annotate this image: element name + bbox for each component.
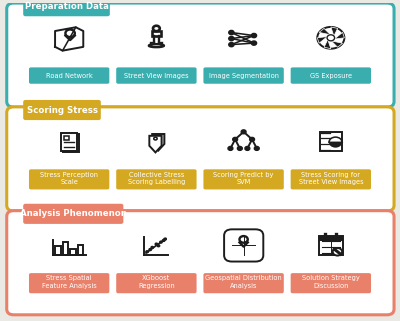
FancyBboxPatch shape — [291, 273, 371, 293]
Circle shape — [164, 238, 166, 240]
Polygon shape — [149, 136, 162, 152]
FancyBboxPatch shape — [7, 107, 394, 211]
FancyBboxPatch shape — [116, 169, 196, 189]
FancyBboxPatch shape — [318, 236, 343, 241]
Text: Image Segmentation: Image Segmentation — [209, 73, 279, 79]
Polygon shape — [331, 41, 342, 47]
FancyBboxPatch shape — [23, 204, 123, 224]
Polygon shape — [317, 37, 328, 43]
Circle shape — [151, 247, 154, 248]
FancyBboxPatch shape — [23, 100, 101, 120]
Text: Collective Stress
Scoring Labelling: Collective Stress Scoring Labelling — [128, 172, 185, 185]
Circle shape — [157, 245, 160, 247]
Circle shape — [228, 146, 233, 150]
FancyBboxPatch shape — [291, 169, 371, 189]
FancyBboxPatch shape — [204, 67, 284, 84]
Text: Stress Perception
Scale: Stress Perception Scale — [40, 172, 98, 185]
Text: Geospatial Distribution
Analysis: Geospatial Distribution Analysis — [205, 275, 282, 289]
Text: Preparation Data: Preparation Data — [24, 2, 108, 11]
Text: Solution Strategy
Discussion: Solution Strategy Discussion — [302, 275, 360, 289]
FancyBboxPatch shape — [23, 0, 110, 16]
Text: Road Network: Road Network — [46, 73, 92, 79]
Polygon shape — [152, 134, 164, 151]
Text: GS Exposure: GS Exposure — [310, 73, 352, 79]
Circle shape — [229, 42, 234, 47]
Circle shape — [149, 248, 152, 251]
Circle shape — [233, 137, 238, 141]
Wedge shape — [329, 143, 342, 148]
Polygon shape — [324, 39, 331, 49]
FancyBboxPatch shape — [63, 134, 79, 152]
Text: Scoring Stress: Scoring Stress — [26, 106, 98, 115]
FancyBboxPatch shape — [204, 273, 284, 293]
Text: Stress Scoring for
Street View Images: Stress Scoring for Street View Images — [298, 172, 363, 185]
FancyBboxPatch shape — [204, 169, 284, 189]
FancyBboxPatch shape — [29, 67, 109, 84]
Text: Stress Spatial
Feature Analysis: Stress Spatial Feature Analysis — [42, 275, 96, 289]
Text: XGboost
Regression: XGboost Regression — [138, 275, 175, 289]
Circle shape — [160, 241, 162, 243]
Circle shape — [251, 33, 256, 38]
Circle shape — [238, 146, 242, 150]
Circle shape — [327, 35, 334, 41]
FancyBboxPatch shape — [61, 133, 77, 151]
FancyBboxPatch shape — [29, 273, 109, 293]
Polygon shape — [331, 27, 338, 36]
Circle shape — [146, 251, 148, 253]
Circle shape — [333, 248, 342, 256]
Text: Street View Images: Street View Images — [124, 73, 189, 79]
Circle shape — [155, 243, 158, 245]
FancyBboxPatch shape — [7, 211, 394, 315]
FancyBboxPatch shape — [116, 273, 196, 293]
Circle shape — [245, 146, 250, 150]
FancyBboxPatch shape — [29, 169, 109, 189]
Circle shape — [229, 37, 234, 41]
Polygon shape — [334, 32, 344, 39]
FancyBboxPatch shape — [291, 67, 371, 84]
FancyBboxPatch shape — [7, 3, 394, 107]
Circle shape — [254, 146, 259, 150]
FancyBboxPatch shape — [116, 67, 196, 84]
Circle shape — [241, 130, 246, 134]
Text: Scoring Predict by
SVM: Scoring Predict by SVM — [214, 172, 274, 185]
Circle shape — [162, 239, 165, 241]
Text: Analysis Phenomenon: Analysis Phenomenon — [20, 209, 127, 218]
Polygon shape — [319, 28, 330, 35]
Circle shape — [250, 137, 254, 141]
Circle shape — [251, 41, 256, 45]
Circle shape — [229, 30, 234, 35]
